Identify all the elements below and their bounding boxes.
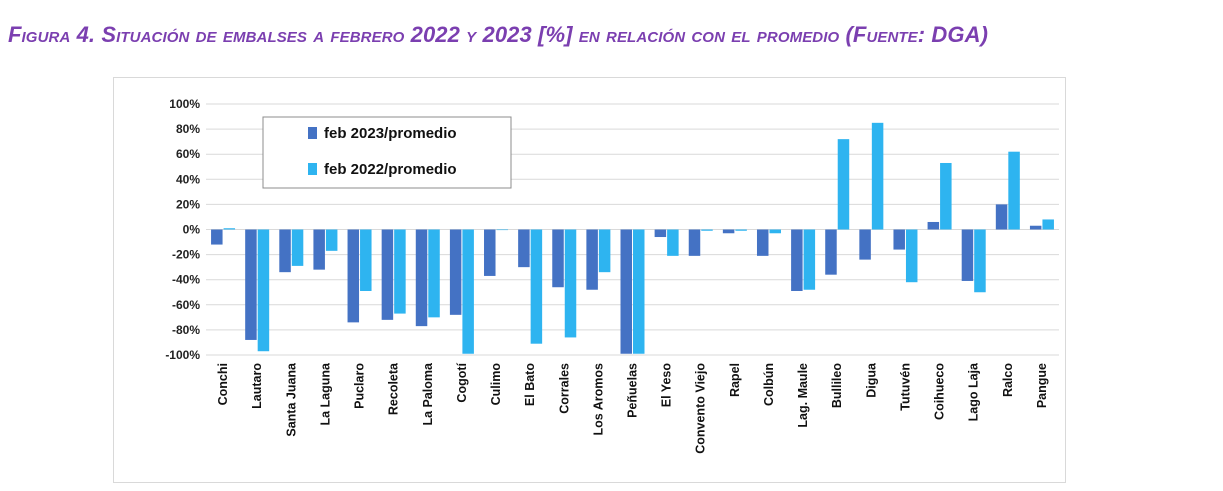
x-category-label: Ralco: [1001, 363, 1015, 397]
bar-feb-2022: [1042, 219, 1054, 230]
bar-feb-2022: [325, 229, 338, 251]
bar-feb-2023: [688, 229, 701, 256]
y-tick-label: -80%: [172, 323, 200, 337]
bar-chart: 100%80%60%40%20%0%-20%-40%-60%-80%-100% …: [165, 97, 1059, 454]
x-category-label: Recoleta: [387, 362, 401, 415]
bar-feb-2022: [462, 229, 474, 354]
bar-feb-2022: [769, 229, 781, 234]
bar-feb-2022: [1008, 151, 1020, 230]
bar-feb-2023: [654, 229, 667, 238]
x-category-label: Rapel: [728, 363, 742, 397]
x-category-label: Convento Viejo: [694, 363, 708, 454]
x-category-label: Coihueco: [933, 363, 947, 420]
legend: feb 2023/promedio feb 2022/promedio: [262, 116, 512, 189]
x-category-label: Santa Juana: [284, 362, 298, 437]
bar-feb-2023: [415, 229, 428, 327]
bar-feb-2023: [961, 229, 974, 281]
y-tick-label: 60%: [176, 147, 200, 161]
x-category-label: El Bato: [523, 363, 537, 406]
x-category-label: Lago Laja: [967, 362, 981, 421]
bar-feb-2023: [381, 229, 394, 320]
bar-feb-2022: [735, 229, 747, 231]
legend-label: feb 2023/promedio: [324, 125, 457, 142]
bar-feb-2022: [598, 229, 611, 273]
x-category-label: La Laguna: [318, 362, 332, 426]
bar-feb-2022: [974, 229, 986, 293]
bar-feb-2022: [667, 229, 679, 256]
bar-feb-2022: [940, 162, 952, 230]
y-tick-label: 80%: [176, 122, 200, 136]
bar-feb-2022: [394, 229, 406, 314]
x-category-label: Conchi: [216, 363, 230, 405]
bar-feb-2023: [449, 229, 462, 315]
x-category-label: Tutuvén: [898, 363, 912, 411]
y-axis-ticks: 100% 80% 60% 40% 20% 0% -20% -40% -60% -80% -100%: [165, 97, 200, 362]
bar-feb-2023: [484, 229, 496, 276]
bar-feb-2022: [360, 229, 372, 291]
y-tick-label: -20%: [172, 248, 200, 262]
x-category-label: Puclaro: [353, 363, 367, 409]
bar-feb-2023: [518, 229, 530, 268]
bar-feb-2023: [722, 229, 735, 234]
bar-feb-2022: [428, 229, 440, 318]
bar-feb-2023: [927, 221, 940, 230]
bar-feb-2023: [245, 229, 257, 340]
x-category-label: Cogotí: [455, 362, 469, 402]
bar-feb-2023: [825, 229, 837, 275]
x-category-label: Culimo: [489, 363, 503, 406]
bars: [211, 122, 1054, 354]
bar-feb-2023: [893, 229, 905, 250]
bar-feb-2022: [701, 229, 713, 231]
y-tick-label: -100%: [165, 348, 200, 362]
bar-feb-2022: [905, 229, 918, 283]
bar-feb-2023: [791, 229, 803, 291]
x-category-label: Los Aromos: [591, 363, 605, 436]
bar-feb-2023: [279, 229, 291, 273]
bar-feb-2022: [291, 229, 304, 266]
bar-feb-2022: [633, 229, 645, 354]
y-tick-label: -40%: [172, 273, 200, 287]
bar-feb-2022: [803, 229, 816, 290]
legend-swatch: [308, 127, 317, 139]
bar-feb-2023: [620, 229, 632, 354]
x-category-label: Peñuelas: [626, 363, 640, 418]
legend-swatch: [308, 163, 317, 175]
bar-feb-2023: [586, 229, 598, 290]
bar-feb-2023: [756, 229, 769, 256]
x-category-label: El Yeso: [660, 363, 674, 408]
bar-feb-2022: [530, 229, 543, 344]
x-category-label: Lag. Maule: [796, 363, 810, 428]
bar-feb-2023: [211, 229, 223, 245]
legend-box: [262, 116, 512, 189]
bar-feb-2022: [871, 122, 884, 230]
y-tick-label: 40%: [176, 172, 200, 186]
bar-feb-2022: [837, 139, 850, 230]
x-axis-labels: Conchi Lautaro Santa Juana La Laguna Puclaro…: [216, 362, 1049, 454]
y-tick-label: 0%: [183, 223, 201, 237]
bar-feb-2023: [995, 204, 1008, 230]
chart-frame: 100% 80% 60% 40% 20% 0% -20% -40% -60% -80% -100% …: [113, 77, 1066, 483]
x-category-label: Colbún: [762, 363, 776, 406]
figure-title: Figura 4. Situación de embalses a febrer…: [8, 22, 989, 47]
bar-feb-2022: [257, 229, 270, 352]
bar-feb-2023: [552, 229, 564, 288]
bar-feb-2023: [859, 229, 871, 260]
y-tick-label: -60%: [172, 298, 200, 312]
x-category-label: Bullileo: [830, 363, 844, 409]
x-category-label: La Paloma: [421, 362, 435, 426]
bar-feb-2023: [1029, 225, 1042, 230]
y-tick-label: 20%: [176, 197, 200, 211]
legend-label: feb 2022/promedio: [324, 161, 457, 178]
bar-feb-2022: [564, 229, 577, 338]
x-category-label: Digua: [864, 362, 878, 398]
x-category-label: Corrales: [557, 363, 571, 414]
y-tick-label: 100%: [169, 97, 200, 111]
x-category-label: Pangue: [1035, 363, 1049, 408]
bar-feb-2022: [223, 228, 236, 230]
bar-feb-2023: [313, 229, 325, 270]
bar-feb-2023: [347, 229, 360, 323]
x-category-label: Lautaro: [250, 363, 264, 409]
bar-feb-2022: [496, 229, 509, 231]
